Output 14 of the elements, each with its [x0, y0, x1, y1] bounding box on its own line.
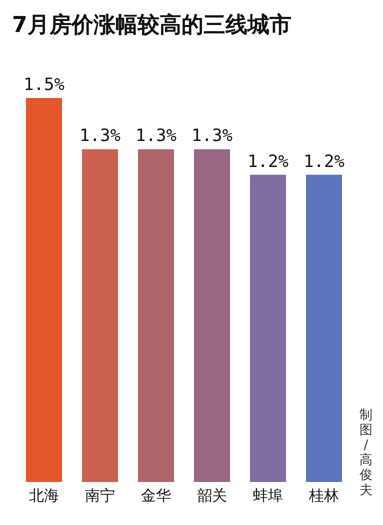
data-label: 1.2%: [248, 152, 288, 172]
data-label: 1.2%: [304, 152, 344, 172]
x-tick-label: 蚌埠: [253, 486, 283, 505]
x-tick-label: 金华: [141, 486, 171, 505]
data-label: 1.5%: [24, 75, 64, 95]
chart-title: 7月房价涨幅较高的三线城市: [12, 12, 292, 40]
data-label: 1.3%: [192, 126, 232, 146]
data-label: 1.3%: [136, 126, 176, 146]
x-tick-label: 北海: [29, 486, 59, 505]
text: 制图/高俊夫: [359, 408, 373, 498]
x-tick-label: 韶关: [197, 486, 227, 505]
data-label: 1.3%: [80, 126, 120, 146]
x-tick-label: 南宁: [85, 486, 115, 505]
x-tick-label: 桂林: [308, 486, 339, 505]
